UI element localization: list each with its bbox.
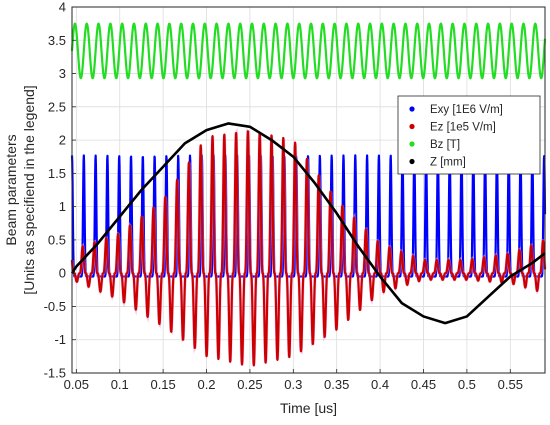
x-axis-label: Time [us] — [280, 400, 337, 416]
x-tick-label: 0.25 — [237, 377, 262, 392]
y-tick-label: -1.5 — [44, 366, 66, 381]
y-tick-label: 2 — [59, 133, 66, 148]
x-tick-label: 0.4 — [371, 377, 389, 392]
series-line — [70, 122, 546, 325]
x-tick-label: 0.05 — [64, 377, 89, 392]
series-line — [70, 130, 547, 367]
x-tick-label: 0.55 — [498, 377, 523, 392]
y-axis-label-line-2: [Units as specifiend in the legend] — [21, 85, 37, 294]
y-axis-label-line-1: Beam parameters — [3, 134, 19, 245]
y-tick-label: 3 — [59, 66, 66, 81]
legend-entry: Ez [1e5 V/m] — [430, 122, 496, 134]
y-tick-label: 4 — [59, 0, 66, 15]
legend-marker — [409, 141, 415, 147]
y-tick-label: -0.5 — [44, 299, 66, 314]
x-tick-label: 0.45 — [411, 377, 436, 392]
x-tick-label: 0.15 — [150, 377, 175, 392]
y-tick-label: 0 — [59, 266, 66, 281]
legend-entry: Z [mm] — [430, 157, 466, 169]
legend-marker — [409, 106, 415, 112]
legend-box — [397, 95, 541, 175]
y-tick-label: 2.5 — [48, 99, 66, 114]
series-1 — [70, 127, 547, 367]
x-axis: 0.05 0.1 0.15 0.2 0.25 0.3 0.35 0.4 0.45 0.5 0.55 — [64, 369, 523, 392]
series-line — [70, 22, 547, 80]
plot-frame — [71, 6, 546, 374]
plot-area — [70, 6, 547, 374]
y-tick-label: 3.5 — [48, 33, 66, 48]
legend-marker — [409, 158, 415, 165]
y-tick-label: 0.5 — [48, 232, 66, 247]
series-2 — [70, 22, 547, 80]
legend-marker — [409, 123, 415, 130]
x-tick-label: 0.5 — [458, 377, 476, 392]
y-tick-label: 1.5 — [48, 166, 66, 181]
legend-entry: Exy [1E6 V/m] — [430, 104, 503, 116]
legend-entry: Bz [T] — [430, 139, 460, 151]
x-tick-label: 0.1 — [111, 377, 129, 392]
series-3 — [70, 122, 546, 325]
x-tick-label: 0.3 — [284, 377, 302, 392]
y-tick-label: -1 — [54, 332, 66, 347]
x-tick-label: 0.2 — [197, 377, 215, 392]
x-tick-label: 0.35 — [324, 377, 349, 392]
y-tick-label: 1 — [59, 199, 66, 214]
y-axis: -1.5 -1 -0.5 0 0.5 1 1.5 2 2.5 3 3.5 4 — [44, 0, 76, 381]
series-layer — [70, 22, 547, 367]
legend: Exy [1E6 V/m] Ez [1e5 V/m] Bz [T] Z [mm] — [397, 95, 541, 175]
